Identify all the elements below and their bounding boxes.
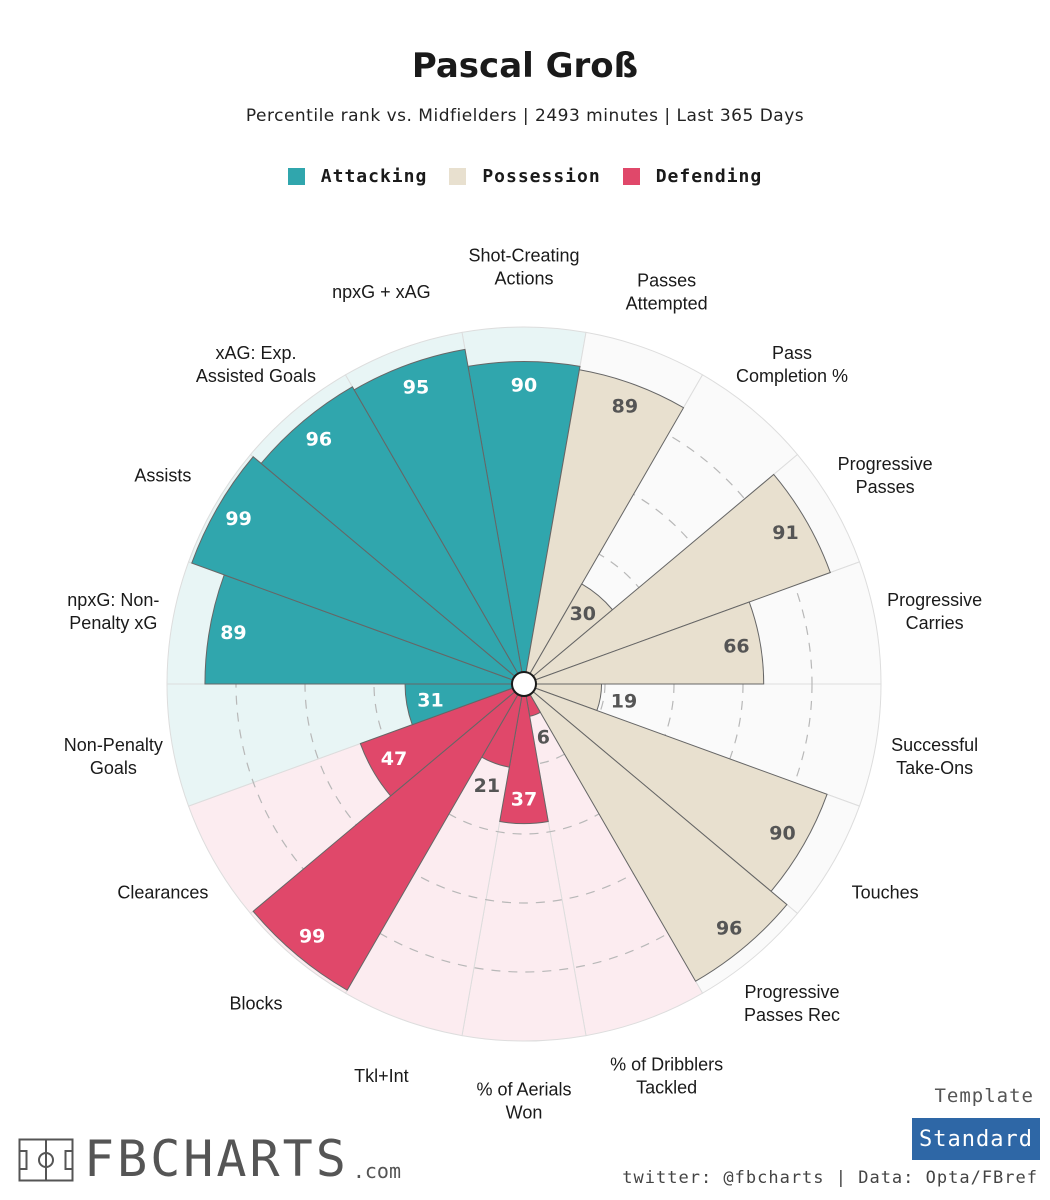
- category-label: Pass Completion %: [736, 343, 848, 386]
- value-label: 6: [537, 726, 550, 748]
- chart-subtitle: Percentile rank vs. Midfielders | 2493 m…: [245, 106, 805, 126]
- category-label: Touches: [852, 883, 919, 903]
- legend-item-possession: Possession: [449, 166, 600, 187]
- category-label: xAG: Exp. Assisted Goals: [196, 343, 316, 386]
- value-label: 91: [772, 522, 798, 544]
- category-label: npxG + xAG: [332, 282, 431, 302]
- value-label: 47: [381, 748, 407, 770]
- category-label: Passes Attempted: [626, 271, 708, 314]
- template-button[interactable]: Standard: [912, 1118, 1040, 1160]
- legend-swatch-attacking: [287, 168, 305, 185]
- value-label: 21: [474, 775, 500, 797]
- legend-swatch-defending: [622, 168, 640, 185]
- category-label: Assists: [134, 466, 191, 486]
- legend-label-attacking: Attacking: [320, 166, 428, 187]
- value-label: 89: [220, 622, 246, 644]
- value-label: 95: [403, 376, 429, 398]
- category-label: Tkl+Int: [354, 1066, 409, 1086]
- credits: twitter: @fbcharts | Data: Opta/FBref: [622, 1168, 1038, 1188]
- category-label: % of Dribblers Tackled: [610, 1054, 723, 1097]
- fbcharts-logo: FBCHARTS .com: [18, 1130, 401, 1188]
- category-label: Progressive Passes Rec: [744, 982, 840, 1025]
- category-label: Blocks: [229, 993, 282, 1013]
- category-label: Successful Take-Ons: [891, 735, 978, 778]
- legend-label-defending: Defending: [655, 166, 763, 187]
- value-label: 99: [225, 508, 251, 530]
- chart-title: Pascal Groß: [411, 46, 639, 86]
- legend-item-defending: Defending: [622, 166, 763, 187]
- logo-text: FBCHARTS: [84, 1130, 349, 1188]
- value-label: 31: [417, 689, 443, 711]
- value-label: 19: [611, 691, 637, 713]
- value-label: 30: [570, 603, 596, 625]
- category-label: Progressive Passes: [838, 454, 933, 497]
- template-label: Template: [934, 1085, 1034, 1107]
- legend: Attacking Possession Defending: [0, 166, 1050, 187]
- value-label: 96: [716, 918, 742, 940]
- category-label: Non-Penalty Goals: [64, 735, 163, 778]
- value-label: 37: [511, 789, 537, 811]
- category-label: % of Aerials Won: [476, 1080, 571, 1123]
- category-label: Shot-Creating Actions: [468, 246, 579, 289]
- pitch-icon: [18, 1138, 74, 1182]
- center-hub: [511, 671, 537, 697]
- legend-swatch-possession: [449, 168, 467, 185]
- logo-suffix: .com: [352, 1159, 401, 1183]
- legend-label-possession: Possession: [482, 166, 601, 187]
- category-label: Clearances: [117, 883, 208, 903]
- value-label: 96: [306, 428, 332, 450]
- value-label: 66: [723, 636, 749, 658]
- value-label: 89: [612, 396, 638, 418]
- category-label: Progressive Carries: [887, 590, 982, 633]
- value-label: 90: [511, 375, 537, 397]
- legend-item-attacking: Attacking: [287, 166, 428, 187]
- value-label: 99: [299, 925, 325, 947]
- value-label: 90: [769, 822, 795, 844]
- category-label: npxG: Non-Penalty xG: [67, 590, 159, 633]
